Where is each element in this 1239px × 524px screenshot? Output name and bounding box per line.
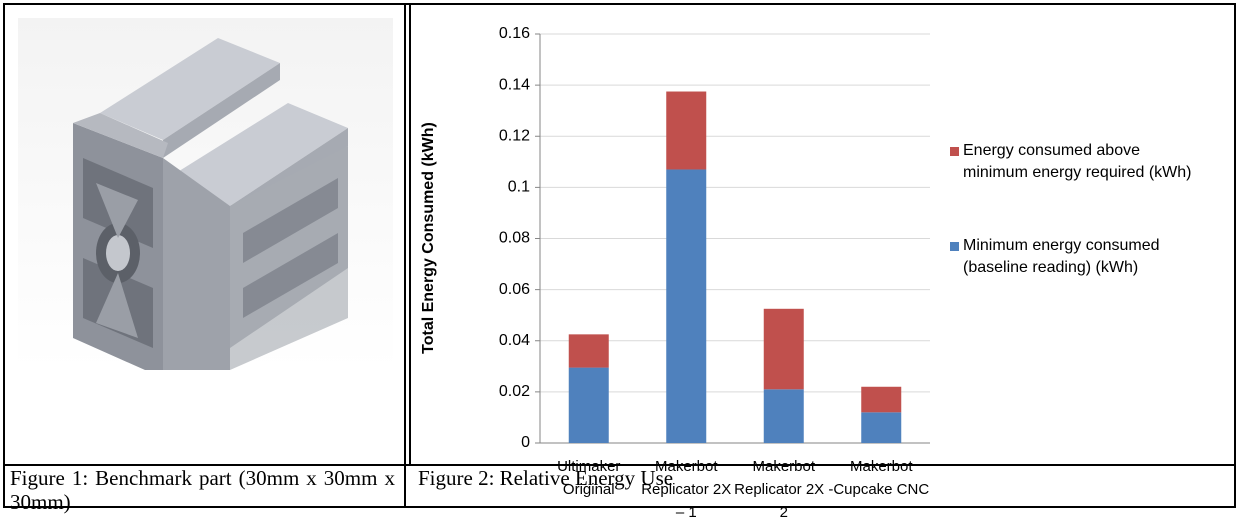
y-tick-label: 0.1	[508, 179, 530, 196]
x-tick-label: Ultimaker Original	[539, 455, 639, 501]
y-tick-label: 0.16	[499, 25, 530, 42]
bar-segment	[861, 412, 901, 443]
y-tick-label: 0.08	[499, 230, 530, 247]
y-tick-label: 0	[521, 434, 530, 451]
bar-segment	[569, 334, 609, 367]
bar-segment	[764, 389, 804, 443]
bar-segment	[764, 309, 804, 390]
legend-label: Minimum energy consumed (baseline readin…	[963, 235, 1193, 279]
y-axis-title: Total Energy Consumed (kWh)	[420, 122, 437, 354]
y-tick-label: 0.02	[499, 383, 530, 400]
legend-swatch	[950, 242, 959, 251]
legend-label: Energy consumed above minimum energy req…	[963, 140, 1193, 184]
bar-segment	[569, 368, 609, 443]
y-tick-label: 0.14	[499, 76, 530, 93]
y-tick-label: 0.04	[499, 332, 530, 349]
bar-segment	[666, 92, 706, 170]
bar-segment	[861, 387, 901, 413]
document-page: Total Energy Consumed (kWh) 0 0.02 0.04 0.0…	[0, 0, 1239, 511]
figure-caption: Figure 1: Benchmark part (30mm x 30mm x …	[10, 466, 395, 514]
x-tick-label: Makerbot Replicator 2X – 1	[636, 455, 736, 524]
x-tick-label: Makerbot Replicator 2X - 2	[734, 455, 834, 524]
y-tick-label: 0.12	[499, 127, 530, 144]
x-tick-label: Makerbot Cupcake CNC	[831, 455, 931, 501]
bar-segment	[666, 169, 706, 443]
y-tick-label: 0.06	[499, 281, 530, 298]
legend-swatch	[950, 147, 959, 156]
